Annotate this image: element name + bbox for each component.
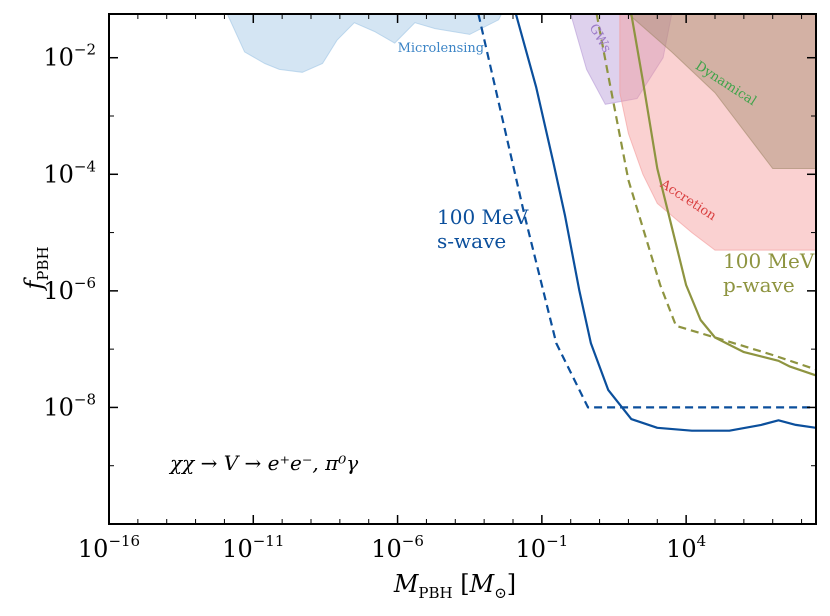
- x-tick-label: 10−11: [222, 532, 284, 563]
- region-microlensing: [226, 14, 503, 73]
- p-wave-label-type: p-wave: [723, 273, 795, 297]
- x-axis-title: MPBH [M⊙]: [393, 570, 516, 602]
- x-tick-label: 10−16: [78, 532, 140, 563]
- x-tick-label: 104: [666, 532, 706, 563]
- region-label-microlensing: Microlensing: [398, 41, 485, 56]
- y-tick-label: 10−6: [43, 274, 96, 305]
- y-tick-label: 10−2: [43, 41, 96, 72]
- series-line-0: [514, 14, 816, 432]
- s-wave-annotation: 100 MeV s-wave: [437, 205, 529, 253]
- constraint-regions: [226, 14, 816, 251]
- region-accretion: [619, 14, 816, 251]
- series-line-1: [477, 14, 816, 409]
- plot-frame: [108, 13, 817, 525]
- y-tick-label: 10−8: [43, 390, 96, 421]
- data-series: [477, 14, 816, 432]
- x-tick-label: 10−6: [371, 532, 424, 563]
- process-label: χχ → V → e⁺e⁻, π⁰γ: [168, 451, 358, 475]
- s-wave-label-mass: 100 MeV: [437, 205, 529, 229]
- x-tick-label: 10−1: [516, 532, 569, 563]
- y-tick-label: 10−4: [43, 157, 96, 188]
- region-dynamical: [627, 14, 816, 169]
- p-wave-annotation: 100 MeV p-wave: [723, 249, 815, 297]
- s-wave-label-type: s-wave: [437, 229, 506, 253]
- axis-ticks: 10−16 10−11 10−6 10−1 104 10−2 10−4 10−6 10−8: [43, 14, 816, 563]
- series-line-3: [595, 14, 816, 371]
- p-wave-label-mass: 100 MeV: [723, 249, 815, 273]
- series-line-2: [630, 14, 816, 377]
- y-axis-title: fPBH: [20, 246, 52, 291]
